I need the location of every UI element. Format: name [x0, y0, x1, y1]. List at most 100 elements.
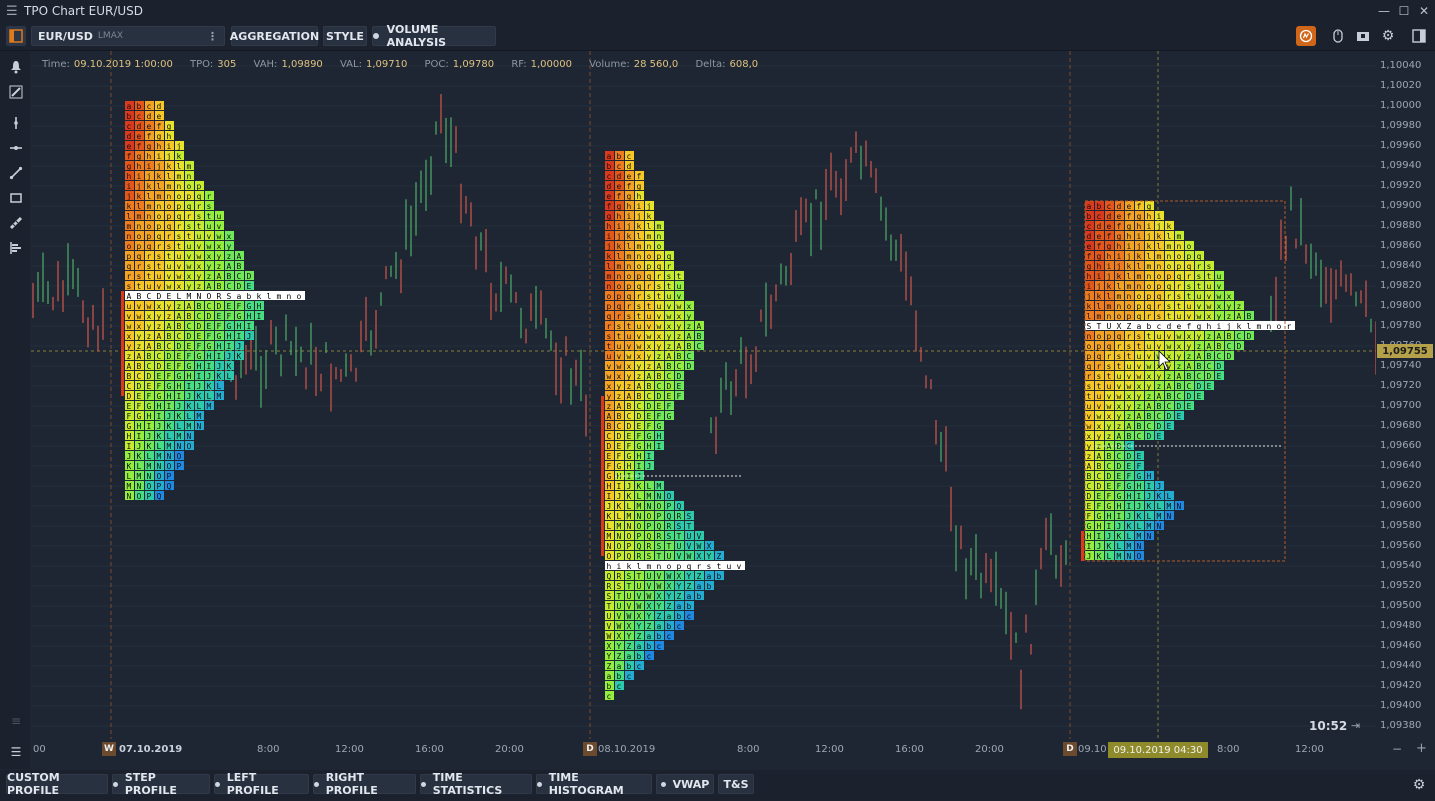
toggle-dot-icon — [113, 781, 118, 787]
tpo-letter: i — [157, 152, 162, 161]
more-vertical-icon[interactable]: ⋮ — [207, 29, 218, 43]
tpo-letter: C — [1187, 382, 1192, 391]
volume-analysis-button[interactable]: VOLUME ANALYSIS — [372, 23, 496, 49]
price-axis[interactable] — [1376, 51, 1435, 739]
tpo-letter: P — [657, 512, 662, 521]
tpo-cell — [645, 651, 654, 660]
side-panel-icon[interactable] — [1409, 26, 1429, 46]
tpo-letter: D — [1117, 462, 1122, 471]
tpo-letter: d — [1087, 232, 1092, 241]
tpo-cell — [1185, 331, 1194, 340]
maximize-button[interactable]: ☐ — [1398, 4, 1410, 18]
tpo-letter: S — [607, 592, 612, 601]
scroll-to-end-icon[interactable]: ⇥ — [1351, 719, 1361, 732]
tpo-cell — [615, 241, 624, 250]
bottom-gear-icon[interactable]: ⚙ — [1412, 777, 1426, 793]
list-icon[interactable]: ☰ — [10, 745, 22, 759]
tpo-letter: w — [137, 312, 142, 321]
tpo-letter: P — [177, 462, 182, 471]
tpo-cell — [1175, 241, 1184, 250]
panel-toggle-icon[interactable] — [6, 26, 26, 46]
tpo-cell — [1185, 291, 1194, 300]
pencil-icon[interactable] — [6, 82, 26, 102]
tpo-letter: x — [1097, 422, 1102, 431]
time-histogram-button[interactable]: TIME HISTOGRAM — [536, 771, 652, 797]
tpo-cell — [195, 211, 204, 220]
tpo-letter: C — [1117, 452, 1122, 461]
zoom-out-icon[interactable]: − — [1392, 742, 1403, 756]
tpo-letter: K — [207, 382, 212, 391]
alert-bell-icon[interactable] — [6, 57, 26, 77]
mouse-icon[interactable] — [1328, 26, 1348, 46]
tpo-cell — [185, 311, 194, 320]
time-statistics-button[interactable]: TIME STATISTICS — [420, 771, 532, 797]
tpo-cell — [125, 131, 134, 140]
tpo-cell — [155, 371, 164, 380]
tpo-letter: W — [657, 582, 662, 591]
stack-icon[interactable]: ≡ — [10, 714, 22, 728]
tpo-letter: C — [167, 342, 172, 351]
tpo-cell — [1145, 351, 1154, 360]
right-profile-button[interactable]: RIGHT PROFILE — [313, 771, 416, 797]
tpo-letter: x — [1207, 312, 1212, 321]
hamburger-icon[interactable]: ☰ — [6, 3, 18, 19]
left-profile-button[interactable]: LEFT PROFILE — [214, 771, 309, 797]
tpo-cell — [655, 321, 664, 330]
chart-canvas[interactable]: a b c db c d ec d e f gd e f g he f g h i jf g h i j kg h i j k l mh i j… — [31, 51, 1376, 739]
tpo-cell — [625, 201, 634, 210]
tpo-cell — [1105, 411, 1114, 420]
rect-shape-icon — [10, 193, 22, 203]
trend-line-icon[interactable] — [6, 163, 26, 183]
template-icon[interactable] — [1353, 26, 1373, 46]
auto-scroll-icon[interactable] — [1296, 26, 1316, 46]
volume-profile-tool-icon[interactable] — [6, 238, 26, 258]
zoom-in-icon[interactable]: + — [1416, 741, 1427, 756]
time-axis[interactable] — [31, 739, 1376, 761]
tpo-cell — [1085, 311, 1094, 320]
tpo-cell — [175, 261, 184, 270]
tpo-cell — [1155, 421, 1164, 430]
vertical-line-icon[interactable] — [6, 113, 26, 133]
tpo-cell — [1165, 231, 1174, 240]
horizontal-line-icon[interactable] — [6, 138, 26, 158]
symbol-selector[interactable]: EUR/USD LMAX ⋮ — [31, 26, 225, 46]
tpo-cell — [125, 321, 134, 330]
tpo-cell — [1095, 301, 1104, 310]
style-button[interactable]: STYLE — [323, 26, 367, 46]
tpo-cell — [135, 251, 144, 260]
step-profile-button[interactable]: STEP PROFILE — [112, 771, 210, 797]
ruler-icon[interactable] — [6, 213, 26, 233]
tpo-cell — [1135, 311, 1144, 320]
vwap-button[interactable]: VWAP — [656, 774, 714, 794]
tpo-letter: K — [1157, 492, 1162, 501]
custom-profile-button[interactable]: CUSTOM PROFILE — [6, 771, 108, 797]
tpo-cell — [135, 401, 144, 410]
tpo-cell — [1135, 281, 1144, 290]
tpo-letter: k — [647, 212, 652, 221]
tpo-cell — [605, 281, 614, 290]
tpo-letter: L — [197, 402, 202, 411]
tpo-letter: u — [1097, 392, 1102, 401]
tpo-letter: N — [1137, 542, 1142, 551]
price-label: 1,09600 — [1380, 500, 1422, 511]
ts-button[interactable]: T&S — [718, 774, 754, 794]
tpo-cell — [695, 531, 704, 540]
tpo-cell — [215, 241, 224, 250]
tpo-letter: E — [157, 372, 162, 381]
tpo-letter: u — [1117, 372, 1122, 381]
tpo-letter: m — [617, 262, 622, 271]
close-button[interactable]: ✕ — [1418, 4, 1430, 18]
tpo-cell — [625, 211, 634, 220]
tpo-cell — [1165, 411, 1174, 420]
aggregation-button[interactable]: AGGREGATION — [230, 26, 319, 46]
tpo-letter: g — [1087, 262, 1092, 271]
gear-icon[interactable]: ⚙ — [1381, 28, 1395, 44]
minimize-button[interactable]: — — [1378, 4, 1390, 18]
rectangle-icon[interactable] — [6, 188, 26, 208]
tpo-letter: h — [137, 162, 142, 171]
tpo-cell — [1155, 481, 1164, 490]
tpo-letter: Y — [657, 602, 662, 611]
tpo-letter: c — [647, 652, 652, 661]
tpo-letter: j — [127, 192, 132, 201]
